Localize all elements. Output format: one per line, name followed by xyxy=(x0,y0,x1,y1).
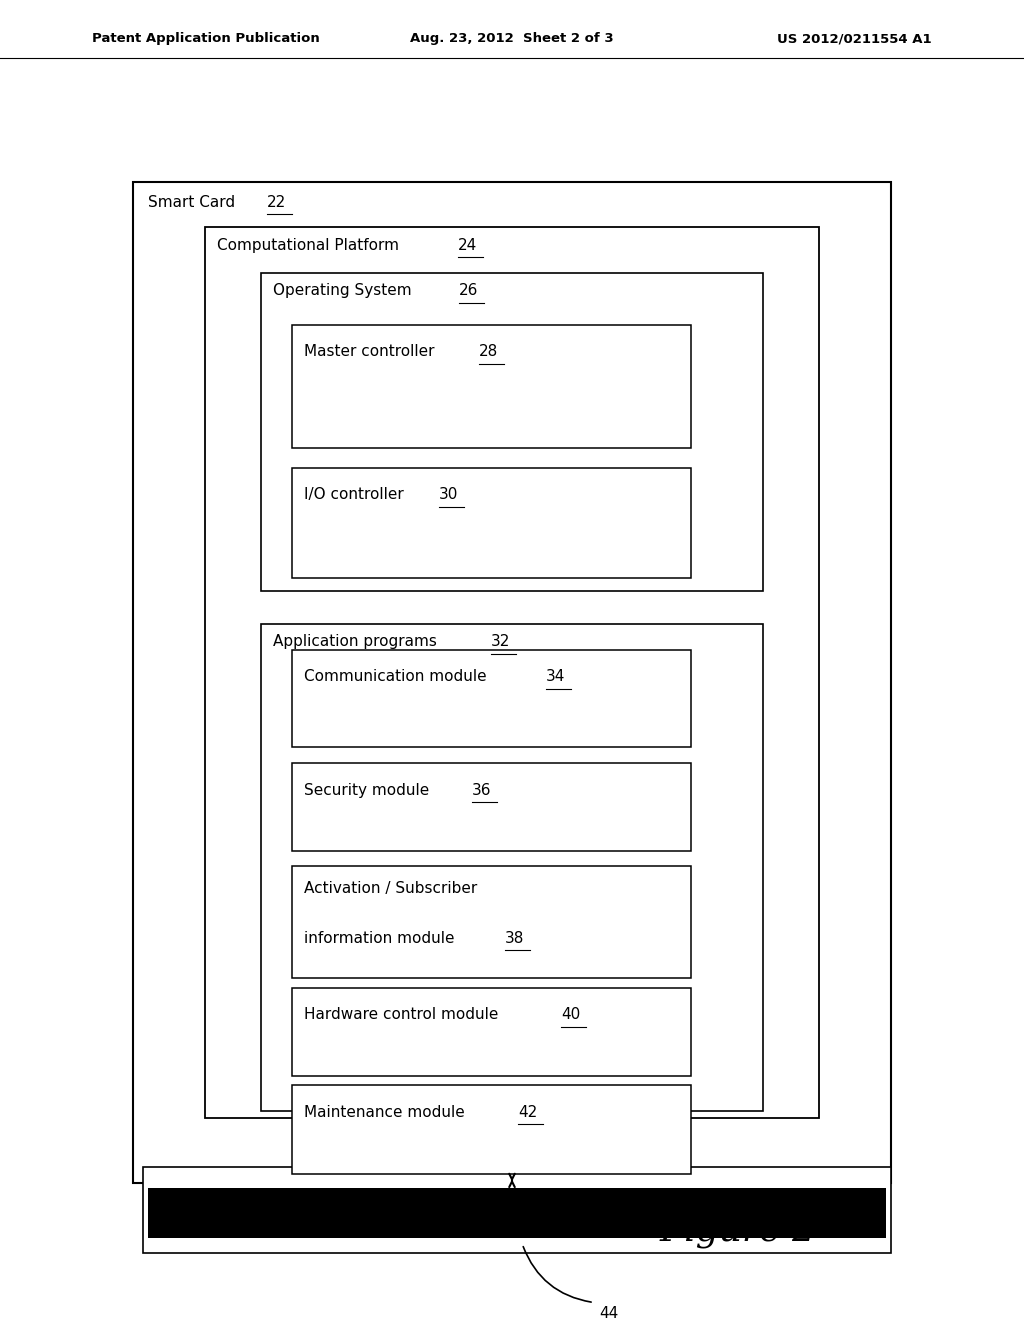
Text: 36: 36 xyxy=(472,783,492,797)
Bar xyxy=(292,866,691,978)
Text: 30: 30 xyxy=(439,487,459,503)
Text: Aug. 23, 2012  Sheet 2 of 3: Aug. 23, 2012 Sheet 2 of 3 xyxy=(411,33,613,45)
Bar xyxy=(261,273,763,591)
Bar xyxy=(292,763,691,851)
Text: Computational Platform: Computational Platform xyxy=(217,238,403,253)
Text: 22: 22 xyxy=(267,195,287,210)
Bar xyxy=(148,1188,886,1238)
Text: 42: 42 xyxy=(518,1105,537,1119)
Text: 24: 24 xyxy=(458,238,477,253)
Text: 44: 44 xyxy=(599,1307,618,1320)
Text: Operating System: Operating System xyxy=(273,284,417,298)
Text: 40: 40 xyxy=(561,1007,581,1023)
Text: Communication module: Communication module xyxy=(304,669,492,685)
Bar xyxy=(292,649,691,747)
Text: Application programs: Application programs xyxy=(273,635,442,649)
Bar xyxy=(143,1167,891,1253)
Text: Patent Application Publication: Patent Application Publication xyxy=(92,33,319,45)
Text: Security module: Security module xyxy=(304,783,434,797)
Text: Activation / Subscriber: Activation / Subscriber xyxy=(304,882,477,896)
Text: 28: 28 xyxy=(479,345,498,359)
Text: US 2012/0211554 A1: US 2012/0211554 A1 xyxy=(777,33,932,45)
Text: 38: 38 xyxy=(505,931,524,945)
Bar xyxy=(292,325,691,449)
Text: Figure 2: Figure 2 xyxy=(659,1214,815,1247)
Bar xyxy=(292,469,691,578)
Text: information module: information module xyxy=(304,931,460,945)
Text: 32: 32 xyxy=(492,635,511,649)
Text: Smart Card: Smart Card xyxy=(148,195,241,210)
Bar xyxy=(205,227,819,1118)
Text: Hardware control module: Hardware control module xyxy=(304,1007,504,1023)
Bar xyxy=(133,182,891,1183)
Bar xyxy=(292,1085,691,1173)
Text: Master controller: Master controller xyxy=(304,345,439,359)
Text: I/O controller: I/O controller xyxy=(304,487,409,503)
Text: 34: 34 xyxy=(546,669,565,685)
Text: 26: 26 xyxy=(459,284,478,298)
Text: Maintenance module: Maintenance module xyxy=(304,1105,470,1119)
Bar xyxy=(261,624,763,1111)
Bar xyxy=(292,987,691,1076)
